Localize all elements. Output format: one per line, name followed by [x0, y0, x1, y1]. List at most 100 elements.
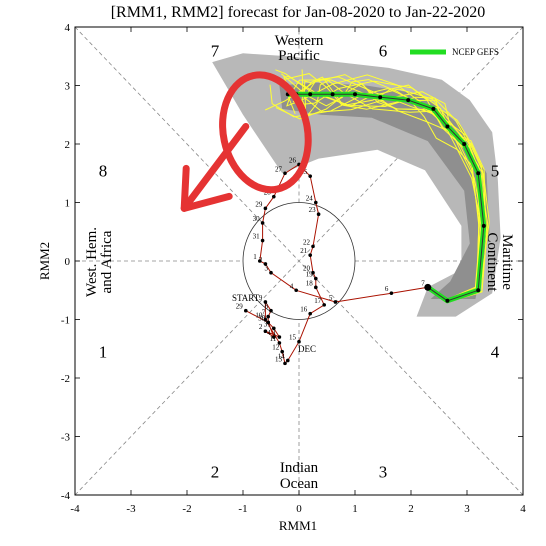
observed-day-label: 15: [289, 334, 297, 342]
observed-point: [389, 291, 394, 295]
phase-number: 2: [211, 463, 220, 482]
observed-day-label: 16: [300, 306, 308, 314]
observed-point: [263, 262, 268, 266]
x-tick-label: 2: [408, 503, 414, 515]
observed-day-label: 7: [421, 279, 425, 287]
observed-day-label: 29: [255, 200, 263, 208]
observed-point: [297, 339, 301, 344]
observed-day-label: 20: [303, 265, 311, 273]
y-axis-label: RMM2: [37, 242, 52, 280]
observed-point: [272, 194, 276, 199]
observed-day-label: 11: [270, 335, 277, 343]
phase-number: 7: [211, 41, 220, 60]
observed-day-label: 10: [255, 312, 263, 320]
legend-label: NCEP GEFS: [452, 47, 499, 57]
observed-day-label: 4: [290, 282, 294, 290]
observed-day-label: 1: [273, 329, 277, 337]
observed-day-label: 6: [385, 285, 389, 293]
observed-day-label: 14: [278, 352, 286, 360]
phase-number: 3: [379, 463, 388, 482]
x-tick-label: 1: [352, 503, 358, 515]
observed-day-label: 7: [262, 309, 266, 317]
observed-day-label: 3: [265, 265, 269, 273]
month-label-dec: DEC: [298, 344, 316, 354]
start-label: START: [232, 293, 260, 303]
observed-point: [272, 335, 276, 339]
legend: NCEP GEFS: [410, 47, 499, 57]
phase-number: 6: [379, 41, 388, 60]
ensemble-mean-point: [462, 142, 467, 146]
region-label-top-2: Pacific: [278, 48, 320, 64]
y-tick-label: -4: [61, 490, 71, 502]
observed-day-label: 26: [289, 156, 297, 164]
phase-number: 4: [491, 343, 500, 362]
observed-point: [266, 320, 271, 325]
observed-point: [283, 361, 287, 366]
observed-point: [280, 349, 285, 354]
observed-day-label: 30: [253, 215, 261, 223]
observed-point: [308, 253, 313, 257]
phase-number: 1: [99, 343, 108, 362]
observed-point: [263, 317, 268, 322]
band-inner: [279, 82, 490, 299]
y-tick-label: -1: [61, 315, 70, 327]
observed-day-label: 9: [259, 294, 263, 302]
observed-point: [244, 308, 248, 313]
annotation-arrow-shaft: [180, 122, 250, 212]
phase-number: 5: [491, 161, 500, 180]
x-tick-label: 0: [296, 503, 302, 515]
ensemble-mean-point: [481, 223, 486, 228]
observed-point: [263, 329, 268, 334]
y-tick-label: 4: [65, 22, 71, 34]
observed-day-label: 8: [265, 303, 269, 311]
observed-day-label: 29: [236, 303, 244, 311]
observed-day-label: 19: [306, 271, 314, 279]
observed-day-label: 22: [303, 238, 311, 246]
observed-point: [322, 303, 327, 307]
ensemble-mean-point: [353, 92, 357, 97]
y-tick-label: 0: [65, 256, 71, 268]
phase-number: 8: [99, 161, 108, 180]
y-tick-label: -2: [61, 373, 70, 385]
x-tick-label: -3: [126, 503, 136, 515]
annotation-arrow-head: [180, 164, 233, 212]
region-label-left-1: West. Hem.: [84, 227, 100, 297]
observed-point: [308, 174, 313, 178]
x-tick-label: -2: [182, 503, 191, 515]
observed-point: [272, 326, 276, 331]
region-label-bottom-1: Indian: [280, 460, 319, 476]
x-tick-label: 4: [520, 503, 526, 515]
observed-day-label: 31: [253, 233, 261, 241]
observed-point: [277, 335, 282, 339]
uncertainty-band: [212, 53, 501, 317]
y-tick-label: 2: [65, 139, 71, 151]
y-tick-label: -3: [61, 432, 71, 444]
ensemble-mean-point: [476, 288, 481, 293]
observed-point: [269, 270, 273, 275]
x-tick-label: -1: [238, 503, 247, 515]
annotation-loop: [219, 71, 312, 194]
ensemble-mean-point: [445, 298, 450, 303]
x-tick-label: -4: [70, 503, 80, 515]
observed-point: [314, 285, 318, 290]
observed-day-label: 31: [264, 320, 272, 328]
observed-day-label: 5: [262, 314, 266, 322]
observed-day-label: 5: [329, 294, 333, 302]
red-annotation: [180, 71, 312, 212]
observed-point: [308, 311, 313, 316]
unit-circle: [242, 202, 356, 320]
observed-point: [263, 300, 268, 304]
guide-line: [74, 26, 524, 496]
observed-point: [266, 314, 271, 319]
ensemble-mean-point: [445, 124, 450, 129]
observed-point: [269, 308, 273, 313]
observed-day-label: 1: [253, 253, 257, 261]
observed-day-label: 24: [306, 195, 314, 203]
observed-day-label: 27: [275, 165, 283, 173]
observed-point: [314, 200, 318, 205]
x-tick-label: 3: [464, 503, 470, 515]
observed-day-label: 2: [259, 256, 263, 264]
y-tick-label: 1: [65, 198, 71, 210]
